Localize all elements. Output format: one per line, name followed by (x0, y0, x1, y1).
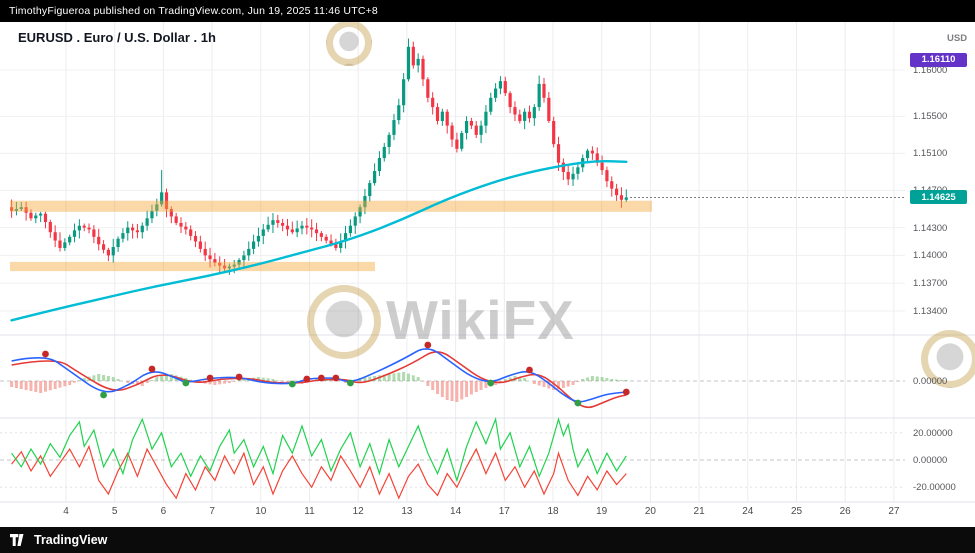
price-badge-teal[interactable]: 1.14625 (910, 190, 967, 205)
time-axis-label: 7 (209, 506, 215, 517)
oscillator-axis-label: -20.00000 (913, 482, 956, 494)
time-axis-label: 11 (304, 506, 315, 517)
watermark-logo-icon (921, 330, 975, 388)
oscillator-axis-label: 20.00000 (913, 427, 953, 439)
attribution-bar: TimothyFigueroa published on TradingView… (0, 0, 975, 22)
symbol-title: EURUSD . Euro / U.S. Dollar . 1h (18, 30, 216, 45)
chart-canvas[interactable] (0, 22, 975, 527)
price-axis-label: 1.16000 (913, 65, 948, 76)
footer-brand[interactable]: TradingView (34, 533, 108, 547)
watermark-brand: WikiFX (386, 289, 575, 351)
macd-axis-label: 0.00000 (913, 376, 948, 387)
time-axis-label: 13 (401, 506, 413, 517)
time-axis-label: 24 (742, 506, 754, 517)
time-axis-label: 4 (63, 506, 69, 517)
time-axis-label: 5 (111, 506, 118, 517)
price-axis-label: 1.15500 (913, 111, 948, 123)
price-badge-purple[interactable]: 1.16110 (910, 52, 967, 67)
time-axis[interactable]: 4 5 6 7 10 11 12 13 14 17 18 19 20 21 24 25 26 27 (0, 506, 975, 522)
price-axis-label: 1.13400 (913, 305, 948, 317)
price-axis-label: 1.15100 (913, 148, 948, 160)
footer-bar: TradingView (0, 527, 975, 553)
price-axis[interactable]: USD 1.160001.155001.151001.147001.143001… (905, 22, 975, 527)
time-axis-label: 10 (255, 506, 267, 517)
watermark-logo-icon (307, 285, 381, 359)
price-axis-label: 1.14000 (913, 250, 948, 262)
time-axis-label: 19 (596, 506, 608, 517)
time-axis-label: 21 (693, 506, 705, 517)
time-axis-label: 14 (450, 506, 462, 517)
time-axis-label: 25 (790, 506, 803, 517)
time-axis-label: 18 (547, 506, 559, 517)
time-axis-label: 20 (644, 506, 656, 517)
currency-label: USD (947, 33, 968, 44)
tradingview-logo-icon[interactable] (10, 533, 27, 547)
watermark-logo-icon (326, 20, 372, 66)
price-axis-label: 1.14300 (913, 222, 948, 234)
time-axis-label: 26 (839, 506, 851, 517)
time-axis-label: 12 (352, 506, 364, 517)
attribution-text: TimothyFigueroa published on TradingView… (9, 5, 378, 17)
time-axis-label: 27 (888, 506, 900, 517)
oscillator-axis-label: 0.00000 (913, 455, 948, 466)
time-axis-label: 6 (160, 506, 167, 517)
price-axis-label: 1.13700 (913, 278, 948, 290)
time-axis-label: 17 (498, 506, 510, 517)
